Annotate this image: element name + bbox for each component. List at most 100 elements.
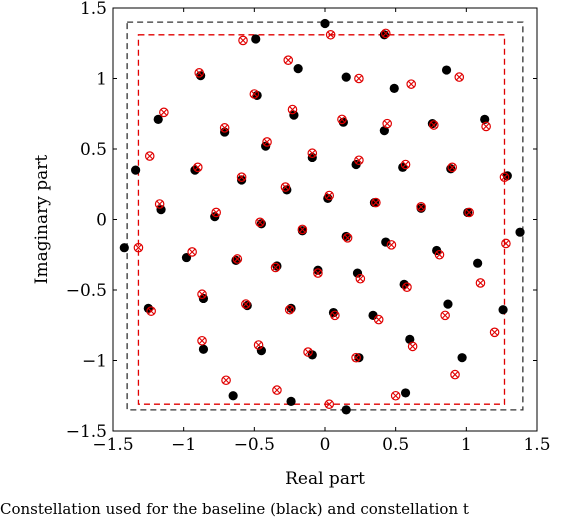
y-tick-label: 1 [96, 70, 107, 90]
data-point [352, 268, 363, 278]
data-point [313, 265, 323, 275]
data-point [337, 114, 347, 125]
data-point [330, 310, 340, 321]
data-point [284, 304, 295, 315]
figure-caption: Constellation used for the baseline (bla… [0, 500, 469, 518]
data-point [283, 55, 294, 65]
data-point [154, 199, 165, 209]
boundary-rect-0 [126, 21, 524, 411]
data-point [390, 390, 401, 401]
data-point [198, 344, 209, 354]
data-point [237, 175, 247, 185]
boundary-rect-1 [137, 34, 506, 405]
series-red-points [133, 28, 511, 410]
data-point [272, 385, 282, 395]
data-point [156, 205, 166, 215]
x-tick-label: 1 [461, 435, 472, 455]
data-point [443, 299, 453, 309]
data-point [489, 327, 500, 338]
data-point [407, 341, 418, 352]
data-point [389, 83, 399, 93]
y-tick-label: −1 [82, 352, 107, 372]
data-point [432, 245, 442, 256]
y-tick-label: 0 [96, 211, 107, 231]
data-point [440, 310, 450, 321]
data-point [238, 35, 248, 46]
data-point [297, 224, 308, 235]
data-point [371, 197, 381, 208]
data-point [187, 247, 197, 257]
data-point [342, 233, 353, 243]
x-tick-label: −0.5 [234, 435, 275, 455]
data-point [354, 73, 364, 84]
data-point [324, 190, 335, 201]
data-point [434, 249, 445, 260]
data-point [219, 123, 230, 133]
data-point [286, 396, 296, 406]
y-tick-label: 0.5 [80, 140, 107, 160]
data-point [454, 72, 465, 82]
data-point [475, 278, 486, 288]
x-axis-label: Real part [285, 469, 365, 489]
data-point [373, 314, 384, 325]
data-point [341, 72, 351, 82]
data-point [131, 165, 141, 175]
data-point [386, 240, 397, 250]
data-point [351, 159, 361, 170]
data-point [402, 282, 412, 292]
data-point [251, 34, 261, 44]
x-tick-label: 0 [320, 435, 331, 455]
data-point [270, 262, 281, 273]
plot-frame [112, 7, 538, 432]
data-point [481, 121, 491, 132]
data-point [416, 202, 426, 212]
y-tick-label: 1.5 [80, 0, 107, 19]
data-point [303, 347, 313, 357]
data-point [241, 299, 251, 309]
data-point [324, 399, 335, 410]
y-tick-label: −1.5 [66, 422, 107, 442]
data-point [381, 237, 391, 247]
data-point [307, 350, 317, 360]
boundary-rectangles [126, 21, 524, 411]
data-point [400, 388, 411, 398]
y-axis-label: Imaginary part [32, 155, 52, 285]
data-point [228, 391, 238, 401]
data-point [447, 162, 457, 173]
data-point [499, 172, 510, 182]
data-point [355, 273, 366, 284]
data-point [287, 104, 298, 115]
data-point [236, 172, 247, 182]
data-point [480, 114, 490, 124]
data-point [119, 243, 129, 253]
data-point [429, 120, 439, 130]
data-point [341, 405, 351, 415]
data-point [307, 148, 318, 159]
data-point [320, 18, 330, 29]
data-point [253, 340, 264, 350]
data-point [194, 68, 205, 78]
data-point [193, 162, 203, 173]
data-point [153, 114, 163, 124]
data-point [256, 346, 266, 356]
data-point [159, 107, 169, 118]
data-point [325, 29, 336, 40]
data-point [441, 65, 452, 75]
data-point [313, 268, 323, 278]
data-point [450, 369, 460, 380]
data-point [262, 137, 272, 147]
data-point [293, 64, 303, 74]
constellation-points [119, 18, 525, 415]
data-point [211, 207, 221, 218]
data-point [197, 289, 207, 300]
data-point [400, 159, 411, 170]
x-tick-label: 0.5 [382, 435, 409, 455]
data-point [255, 217, 265, 228]
data-point [464, 207, 474, 218]
data-point [501, 238, 511, 249]
data-point [380, 28, 391, 39]
data-point [146, 306, 156, 316]
y-tick-label: −0.5 [66, 281, 107, 301]
x-tick-label: −1 [171, 435, 196, 455]
